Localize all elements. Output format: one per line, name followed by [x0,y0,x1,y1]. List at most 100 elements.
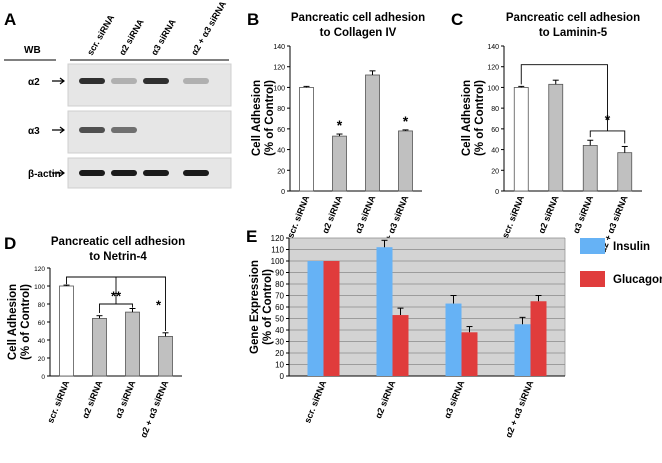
y-axis-label-line-2: (% of Control) [262,269,274,345]
y-tick-label: 80 [491,106,499,113]
x-tick-label-2-sirna: α2 siRNA [536,194,560,235]
y-tick-label: 0 [280,372,285,381]
x-tick-label-3-sirna: α3 siRNA [442,379,466,420]
blot-band [143,78,169,84]
significance-bracket-long [66,276,166,331]
y-axis-label-line-2: (% of Control) [20,284,32,360]
y-tick-label: 20 [277,168,285,175]
blot-band [79,170,105,176]
significance-bracket-short [99,303,133,313]
y-tick-label: 100 [271,257,285,266]
blot-arrow-2 [52,77,65,85]
y-axis-label-line-2: (% of Control) [474,80,486,156]
legend-label-glucagon: Glucagon [613,274,662,286]
bar-insulin-2-3-sirna [514,324,531,376]
y-axis-label-line-1: Gene Expression [249,260,261,354]
y-tick-label: 30 [275,338,284,347]
panel-label: D [4,234,16,253]
blot-strips: α2 α3 β-actin [28,63,232,189]
blot-band [111,127,137,133]
panel-label: B [247,10,259,29]
panel-a-western-blot: A WB scr. siRNA α2 siRNA α3 siRNA α2 + α3 s… [4,0,232,189]
significance-stars: ** [111,288,122,303]
bar-insulin-scr-sirna [307,261,324,376]
lane-label-scr-sirna: scr. siRNA [85,13,116,57]
x-tick-label-2-sirna: α2 siRNA [373,379,397,420]
wb-label: WB [24,45,41,56]
blot-band [111,170,137,176]
y-tick-label: 50 [275,315,284,324]
chart-title-line-1: Pancreatic cell adhesion [51,236,185,248]
bar-2-3-sirna [158,335,173,377]
blot-band [111,78,137,84]
bar-insulin-2-sirna [376,247,393,376]
y-tick-label: 80 [38,302,46,309]
y-tick-label: 70 [275,292,284,301]
y-tick-label: 40 [38,338,46,345]
x-tick-label-2-3-sirna: α2 + α3 siRNA [138,379,170,440]
y-tick-label: 120 [487,65,499,72]
x-tick-label-2-sirna: α2 siRNA [320,194,344,235]
bar-glucagon-3-sirna [461,332,478,376]
y-axis-label-line-1: Cell Adhesion [251,80,263,156]
y-tick-label: 120 [271,234,285,243]
x-tick-label-scr-sirna: scr. siRNA [45,379,71,425]
y-axis-label-line-1: Cell Adhesion [461,80,473,156]
panel-b-chart: B Pancreatic cell adhesion to Collagen IV 0… [247,10,425,254]
legend-label-insulin: Insulin [613,241,650,253]
bar-glucagon-scr-sirna [323,261,340,376]
chart-title-line-1: Pancreatic cell adhesion [291,12,425,24]
y-tick-label: 80 [277,106,285,113]
x-tick-label-scr-sirna: scr. siRNA [500,194,526,240]
y-axis-label: Gene Expression(% of Control) [249,260,274,354]
y-axis-label-line-2: (% of Control) [264,80,276,156]
x-tick-label-3-sirna: α3 siRNA [353,194,377,235]
panel-label: E [246,227,257,246]
bar-2-3-sirna [398,130,413,192]
blot-label-2: α2 [28,77,40,88]
y-tick-label: 0 [281,189,285,196]
lane-label-3-sirna: α3 siRNA [149,17,178,57]
y-tick-label: 80 [275,280,284,289]
panel-e-chart: E 0 10 20 30 40 50 60 70 80 90 100 110 120 Gene Expres… [246,227,566,440]
bar-2-3-sirna [617,152,633,192]
x-tick-label-3-sirna: α3 siRNA [571,194,595,235]
significance-star: * [156,297,162,312]
blot-band [183,78,209,84]
x-tick-label-2-3-sirna: α2 + α3 siRNA [503,379,535,440]
bar-2-sirna [548,83,564,192]
lane-labels: scr. siRNA α2 siRNA α3 siRNA α2 + α3 siRNA [85,0,228,57]
y-tick-label: 100 [34,284,45,291]
y-tick-label: 20 [275,349,284,358]
x-tick-label-2-sirna: α2 siRNA [80,379,104,420]
y-tick-label: 60 [491,127,499,134]
blot-label-3: α3 [28,126,40,137]
panel-d-chart: D Pancreatic cell adhesion to Netrin-4 0 20 4… [4,234,185,439]
x-tick-label-3-sirna: α3 siRNA [113,379,137,420]
legend-swatch-insulin [580,238,605,254]
x-tick-label-scr-sirna: scr. siRNA [285,194,311,240]
bar-3-sirna [582,145,598,192]
y-tick-label: 140 [273,44,285,51]
y-tick-label: 60 [275,303,284,312]
chart-title-line-1: Pancreatic cell adhesion [506,12,640,24]
y-axis-label: Cell Adhesion(% of Control) [461,80,486,156]
blot-band [183,170,209,176]
y-tick-label: 0 [41,374,45,381]
y-tick-label: 110 [271,246,284,255]
significance-bracket-long [520,64,608,131]
y-tick-label: 140 [487,44,499,51]
panel-e-legend: Insulin Glucagon [580,238,662,287]
y-axis-label: Cell Adhesion(% of Control) [251,80,276,156]
panel-label: C [451,10,463,29]
y-tick-label: 120 [34,266,45,273]
lane-label-2-sirna: α2 siRNA [117,17,146,57]
y-tick-label: 100 [273,85,285,92]
bar-insulin-3-sirna [445,303,462,376]
bar-glucagon-2-3-sirna [530,301,547,376]
y-axis-label-line-1: Cell Adhesion [7,284,19,360]
blot-band [79,127,105,133]
y-tick-label: 0 [495,189,499,196]
bar-2-sirna [92,317,107,377]
y-axis-label: Cell Adhesion(% of Control) [7,284,32,360]
